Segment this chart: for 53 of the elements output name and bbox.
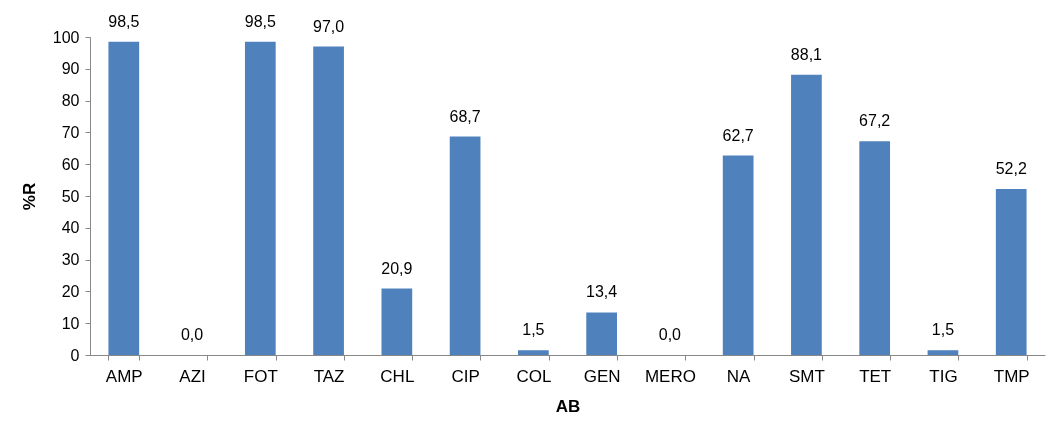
x-tick-label: AMP — [105, 366, 143, 386]
y-tick-label: 0 — [70, 346, 80, 364]
bar — [859, 141, 891, 355]
bar — [244, 41, 276, 355]
x-tick-label: TAZ — [313, 366, 345, 386]
y-tick-label: 40 — [61, 219, 80, 237]
data-label: 0,0 — [180, 326, 204, 343]
x-tick-label: NA — [726, 366, 752, 386]
data-label: 20,9 — [381, 259, 413, 277]
data-label: 68,7 — [449, 107, 481, 125]
bar — [313, 46, 344, 355]
data-label: 88,1 — [790, 45, 823, 63]
y-tick-label: 70 — [61, 123, 80, 141]
y-tick-label: 60 — [61, 155, 80, 173]
x-tick-label: AZI — [179, 366, 206, 386]
x-tick-label: SMT — [788, 366, 825, 386]
data-label: 98,5 — [108, 12, 140, 30]
x-tick-label: TMP — [993, 366, 1030, 386]
bar — [381, 288, 413, 355]
y-tick-label: 90 — [61, 60, 80, 78]
y-tick-label: 80 — [61, 92, 80, 110]
bar — [449, 136, 481, 355]
data-label: 1,5 — [931, 321, 955, 339]
data-label: 98,5 — [244, 12, 276, 30]
bar — [722, 155, 754, 355]
data-label: 1,5 — [522, 321, 545, 339]
bar — [586, 312, 617, 355]
bar — [927, 350, 959, 355]
x-axis-title: AB — [555, 396, 581, 416]
y-tick-label: 30 — [61, 251, 80, 269]
y-tick-label: 100 — [52, 28, 80, 46]
y-tick-label: 10 — [61, 314, 80, 332]
x-tick-label: CHL — [380, 366, 415, 386]
data-label: 0,0 — [658, 326, 682, 343]
data-label: 67,2 — [859, 112, 891, 130]
x-tick-label: TIG — [929, 366, 958, 386]
x-tick-label: GEN — [583, 366, 621, 386]
y-tick-label: 50 — [61, 187, 80, 205]
x-tick-label: FOT — [243, 366, 278, 386]
y-tick-label: 20 — [61, 282, 80, 300]
x-tick-label: COL — [516, 366, 552, 386]
data-label: 13,4 — [586, 283, 618, 301]
x-tick-label: MERO — [644, 366, 696, 386]
bar — [518, 350, 549, 355]
bar — [108, 41, 140, 355]
data-label: 97,0 — [313, 17, 345, 35]
bar — [791, 74, 822, 355]
x-tick-label: TET — [859, 366, 892, 386]
data-label: 52,2 — [995, 160, 1027, 177]
y-axis-title: %R — [19, 182, 39, 211]
data-label: 62,7 — [722, 126, 754, 144]
bar — [995, 189, 1027, 355]
x-tick-label: CIP — [451, 366, 480, 386]
